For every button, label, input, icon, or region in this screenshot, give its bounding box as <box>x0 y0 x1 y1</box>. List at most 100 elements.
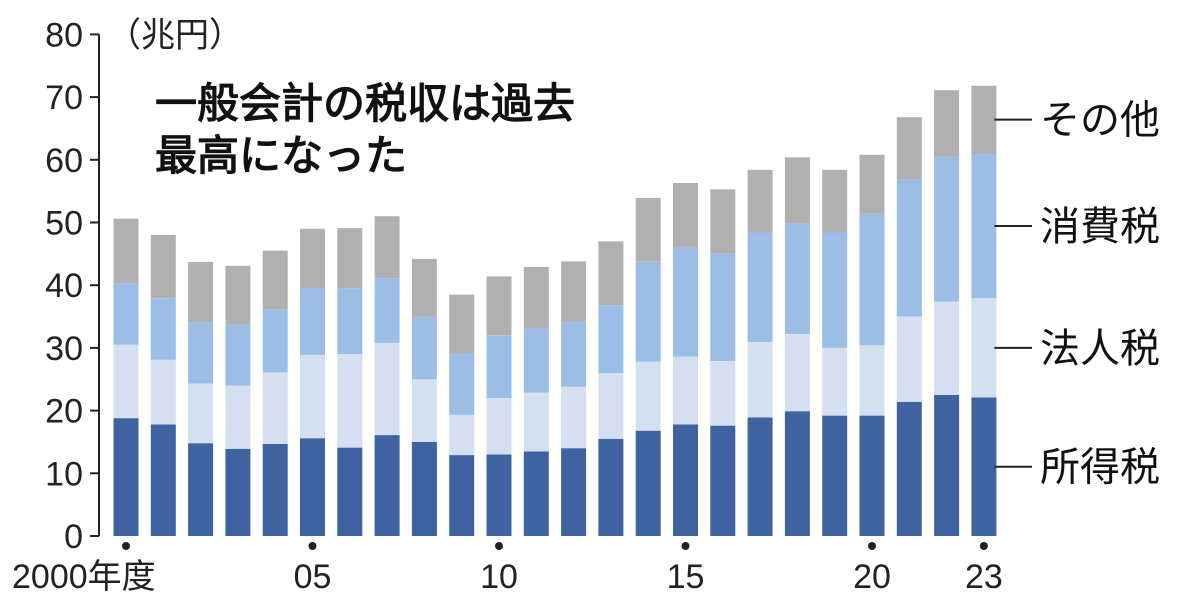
bar-segment-2018-series-3 <box>784 157 810 224</box>
y-tick-label-70: 70 <box>45 79 83 117</box>
bar-segment-2016-series-2 <box>710 253 736 361</box>
bar-segment-2001-series-0 <box>150 424 176 536</box>
bar-segment-2007-series-0 <box>374 435 400 536</box>
bar-segment-2011-series-1 <box>523 392 549 452</box>
y-tick-label-60: 60 <box>45 142 83 180</box>
bar-segment-2011-series-0 <box>523 451 549 536</box>
bar-segment-2013-series-0 <box>598 438 624 536</box>
bar-segment-2018-series-2 <box>784 223 810 335</box>
legend-label-series-0: 所得税 <box>1040 445 1160 491</box>
bar-segment-2015-series-0 <box>673 424 698 536</box>
bar-segment-2006-series-1 <box>337 354 363 448</box>
bar-segment-2008-series-2 <box>411 316 437 380</box>
y-tick-label-30: 30 <box>45 330 83 368</box>
bar-segment-2006-series-0 <box>337 447 363 536</box>
bar-segment-2020-series-2 <box>859 213 885 346</box>
bar-segment-2002-series-0 <box>188 443 214 536</box>
bar-segment-2016-series-1 <box>710 361 736 426</box>
y-tick-label-50: 50 <box>45 205 83 243</box>
bar-segment-2022-series-3 <box>934 90 960 157</box>
bar-segment-2005-series-1 <box>300 354 325 439</box>
bar-segment-2011-series-3 <box>523 267 549 329</box>
bar-segment-2005-series-2 <box>300 288 325 355</box>
bar-segment-2023-series-2 <box>971 153 997 299</box>
bar-segment-2009-series-2 <box>449 353 475 415</box>
bar-segment-2010-series-3 <box>486 276 512 336</box>
bar-segment-2002-series-2 <box>188 322 214 384</box>
bar-segment-2003-series-1 <box>225 385 251 449</box>
bar-segment-2007-series-3 <box>374 216 400 279</box>
bar-segment-2001-series-1 <box>150 359 176 425</box>
x-tick-dot-2015 <box>681 542 690 550</box>
bar-segment-2009-series-3 <box>449 294 475 354</box>
bar-segment-2012-series-1 <box>561 386 587 449</box>
bar-segment-2008-series-1 <box>411 379 437 442</box>
bar-segment-2005-series-0 <box>300 438 325 536</box>
bar-segment-2012-series-0 <box>561 448 587 536</box>
x-tick-label-2010: 10 <box>480 558 518 596</box>
bar-segment-2013-series-2 <box>598 305 624 373</box>
bar-segment-2021-series-0 <box>896 401 922 536</box>
x-tick-label-2020: 20 <box>853 558 891 596</box>
x-tick-dot-2000 <box>122 542 130 550</box>
bar-segment-2009-series-1 <box>449 415 475 456</box>
bar-segment-2012-series-2 <box>561 321 587 387</box>
bar-segment-2004-series-2 <box>262 309 288 373</box>
bar-segment-2019-series-2 <box>822 232 848 348</box>
bar-segment-2013-series-3 <box>598 241 624 306</box>
bar-segment-2017-series-1 <box>747 342 773 418</box>
bar-segment-2022-series-0 <box>934 394 960 536</box>
y-tick-label-80: 80 <box>45 16 83 54</box>
bars-layer <box>113 85 997 536</box>
bar-segment-2011-series-2 <box>523 328 549 393</box>
bar-segment-2015-series-1 <box>673 356 698 425</box>
bar-segment-2023-series-0 <box>971 397 997 536</box>
bar-segment-2014-series-0 <box>635 430 661 536</box>
x-tick-label-2000: 2000年度 <box>12 558 156 596</box>
x-tick-label-2023: 23 <box>965 558 1003 596</box>
bar-segment-2001-series-3 <box>150 235 176 299</box>
bar-segment-2015-series-3 <box>673 183 698 248</box>
bar-segment-2023-series-3 <box>971 85 997 154</box>
bar-segment-2009-series-0 <box>449 455 475 536</box>
bar-segment-2004-series-1 <box>262 372 288 444</box>
bar-segment-2000-series-3 <box>113 218 139 284</box>
x-tick-label-2005: 05 <box>294 558 332 596</box>
bar-segment-2005-series-3 <box>300 228 325 289</box>
bar-segment-2006-series-3 <box>337 228 363 289</box>
bar-segment-2022-series-1 <box>934 301 960 395</box>
bar-segment-2010-series-0 <box>486 454 512 536</box>
bar-segment-2017-series-2 <box>747 232 773 343</box>
bar-segment-2017-series-3 <box>747 169 773 233</box>
bar-segment-2021-series-1 <box>896 316 922 402</box>
bar-segment-2016-series-3 <box>710 189 736 254</box>
legend-label-series-1: 法人税 <box>1040 326 1160 372</box>
bar-segment-2018-series-1 <box>784 334 810 412</box>
x-tick-dot-2023 <box>979 542 988 550</box>
bar-segment-2020-series-1 <box>859 345 885 416</box>
bar-segment-2014-series-3 <box>635 198 661 262</box>
bar-segment-2013-series-1 <box>598 373 624 439</box>
chart-title-line-2: 最高になった <box>155 131 407 180</box>
bar-segment-2020-series-0 <box>859 415 885 536</box>
labels-layer: 0 10 20 30 40 50 60 70 80 （兆円） 2000年度 05 10 15 20 23 一般会… <box>12 15 1160 596</box>
x-tick-label-2015: 15 <box>667 558 705 596</box>
bar-segment-2000-series-1 <box>113 344 139 419</box>
chart-title-line-1: 一般会計の税収は過去 <box>155 79 575 128</box>
axes-layer <box>90 33 988 550</box>
x-tick-dot-2010 <box>495 542 503 550</box>
bar-segment-2008-series-3 <box>411 258 437 317</box>
bar-segment-2016-series-0 <box>710 425 736 536</box>
legend-label-series-3: その他 <box>1040 98 1160 144</box>
bar-segment-2014-series-1 <box>635 361 661 431</box>
bar-segment-2008-series-0 <box>411 441 437 536</box>
legend-label-series-2: 消費税 <box>1040 204 1160 250</box>
bar-segment-2019-series-1 <box>822 347 848 416</box>
y-tick-label-40: 40 <box>45 267 83 305</box>
bar-segment-2003-series-3 <box>225 265 251 325</box>
bar-segment-2010-series-2 <box>486 335 512 399</box>
bar-segment-2020-series-3 <box>859 154 885 214</box>
x-tick-dot-2020 <box>868 542 876 550</box>
bar-segment-2010-series-1 <box>486 398 512 455</box>
